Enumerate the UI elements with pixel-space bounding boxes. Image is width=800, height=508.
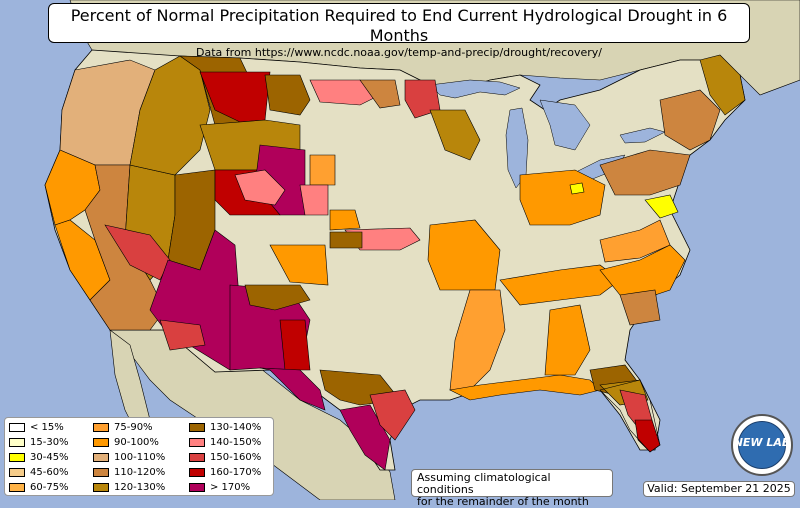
texas-south [339, 404, 391, 471]
legend-label: 140-150% [210, 437, 262, 448]
ohio-yellow-spot [569, 182, 585, 195]
legend-swatch [9, 468, 25, 477]
legend-label: 150-160% [210, 452, 262, 463]
legend-item: 130-140% [189, 422, 261, 433]
kansas-brown [329, 231, 363, 249]
legend-swatch [9, 483, 25, 492]
title-box: Percent of Normal Precipitation Required… [48, 3, 750, 59]
note-line-2: for the remainder of the month [417, 495, 589, 508]
south-dakota [309, 79, 381, 106]
legend-item: 75-90% [93, 422, 153, 433]
arizona-south-red [159, 319, 206, 351]
south-carolina [619, 289, 661, 326]
legend-swatch [189, 453, 205, 462]
maryland [644, 194, 679, 219]
new-mexico-red [279, 319, 311, 371]
legend-label: 75-90% [114, 422, 153, 433]
new-england [659, 89, 721, 151]
legend-swatch [9, 423, 25, 432]
legend: < 15% 15-30% 30-45% 45-60% 60-75% 75-90% 90-10… [4, 417, 274, 496]
legend-label: 120-130% [114, 482, 166, 493]
legend-item: > 170% [189, 482, 250, 493]
legend-swatch [189, 438, 205, 447]
map-title: Percent of Normal Precipitation Required… [70, 6, 728, 45]
virginia [599, 219, 671, 263]
iowa-illinois [329, 209, 361, 231]
legend-label: 160-170% [210, 467, 262, 478]
legend-swatch [9, 438, 25, 447]
lake-ontario [619, 127, 666, 144]
legend-item: 45-60% [9, 467, 69, 478]
legend-swatch [189, 423, 205, 432]
assumption-note: Assuming climatological conditions for t… [411, 469, 613, 508]
legend-label: 130-140% [210, 422, 262, 433]
legend-swatch [189, 483, 205, 492]
maine [699, 54, 746, 116]
legend-label: 100-110% [114, 452, 166, 463]
legend-label: 45-60% [30, 467, 69, 478]
legend-item: 90-100% [93, 437, 159, 448]
legend-item: 30-45% [9, 452, 69, 463]
globe-icon [738, 421, 786, 469]
texas-panhandle [269, 244, 329, 286]
minnesota-north [404, 79, 441, 119]
lab-logo: NEW LAB [731, 414, 793, 476]
legend-label: > 170% [210, 482, 251, 493]
legend-label: 60-75% [30, 482, 69, 493]
legend-swatch [93, 438, 109, 447]
texas-plateau [244, 284, 311, 311]
legend-item: 15-30% [9, 437, 69, 448]
map-subtitle: Data from https://www.ncdc.noaa.gov/temp… [196, 46, 602, 59]
legend-swatch [9, 453, 25, 462]
legend-item: 60-75% [9, 482, 69, 493]
legend-item: 110-120% [93, 467, 165, 478]
mississippi-valley [449, 289, 506, 391]
legend-label: 110-120% [114, 467, 166, 478]
legend-swatch [189, 468, 205, 477]
legend-item: 120-130% [93, 482, 165, 493]
wisconsin-michigan [429, 109, 481, 161]
nebraska-orange [309, 154, 336, 186]
legend-swatch [93, 483, 109, 492]
lake-huron [539, 99, 591, 151]
legend-label: 90-100% [114, 437, 159, 448]
legend-item: < 15% [9, 422, 64, 433]
note-line-1: Assuming climatological conditions [417, 471, 551, 496]
logo-text: NEW LAB [733, 436, 791, 449]
legend-item: 140-150% [189, 437, 261, 448]
legend-swatch [93, 423, 109, 432]
legend-label: 30-45% [30, 452, 69, 463]
montana-north [264, 74, 311, 116]
legend-label: < 15% [30, 422, 64, 433]
drought-regions [44, 54, 746, 471]
texas-west [259, 367, 326, 411]
colorado-pink [234, 169, 286, 206]
texas-coast [369, 389, 416, 441]
valid-date: Valid: September 21 2025 [643, 481, 795, 497]
florida-peninsula [599, 379, 661, 453]
legend-swatch [93, 468, 109, 477]
legend-swatch [93, 453, 109, 462]
lake-superior [429, 79, 521, 99]
tennessee-kentucky [499, 264, 621, 306]
ohio-valley [519, 169, 606, 226]
alabama [544, 304, 591, 376]
legend-label: 15-30% [30, 437, 69, 448]
nebraska-pink [299, 184, 329, 216]
northeast [599, 149, 691, 196]
legend-item: 100-110% [93, 452, 165, 463]
legend-item: 160-170% [189, 467, 261, 478]
legend-item: 150-160% [189, 452, 261, 463]
dakota-brown [359, 79, 401, 109]
